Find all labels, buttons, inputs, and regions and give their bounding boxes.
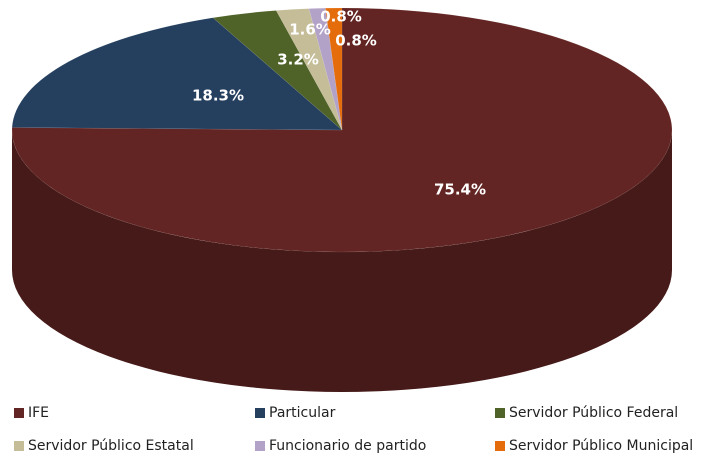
slice [11, 17, 343, 131]
legend-label: Servidor Público Estatal [28, 438, 194, 454]
legend-label: IFE [28, 405, 49, 421]
legend-label: Servidor Público Municipal [509, 438, 693, 454]
legend-swatch [14, 408, 24, 418]
legend-swatch [495, 441, 505, 451]
slice [325, 7, 343, 131]
slice [212, 10, 343, 131]
legend-swatch [255, 408, 265, 418]
legend-swatch [255, 441, 265, 451]
slice-side [12, 130, 672, 392]
legend-label: Funcionario de partido [269, 438, 426, 454]
data-label: 0.8% [320, 8, 362, 26]
legend-label: Particular [269, 405, 336, 421]
legend-label: Servidor Público Federal [509, 405, 678, 421]
legend-swatch [14, 441, 24, 451]
data-label: 3.2% [277, 51, 319, 69]
data-label: 18.3% [192, 87, 244, 105]
slice [11, 7, 673, 253]
slice [275, 8, 343, 131]
legend-swatch [495, 408, 505, 418]
data-label: 0.8% [335, 32, 377, 50]
data-label: 1.6% [289, 21, 331, 39]
slice [308, 7, 343, 131]
data-label: 75.4% [434, 181, 486, 199]
